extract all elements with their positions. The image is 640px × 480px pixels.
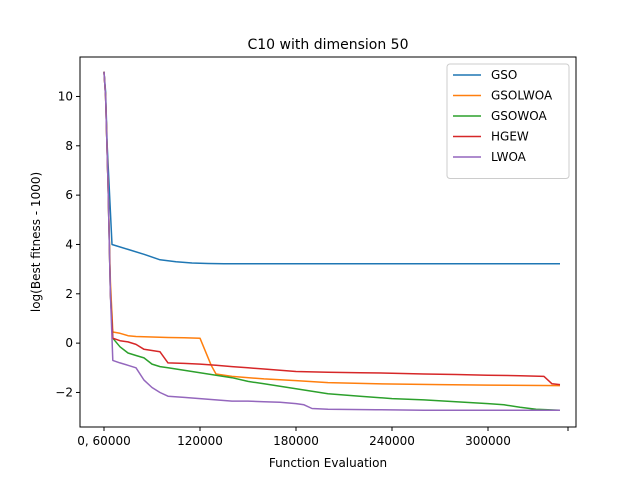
y-tick-label: −2: [55, 385, 73, 399]
y-tick-label: 0: [65, 336, 73, 350]
x-tick-label: 240000: [369, 434, 415, 448]
legend-label-gso: GSO: [491, 68, 517, 82]
plot-frame: [79, 56, 577, 428]
x-axis-label: Function Evaluation: [269, 456, 387, 470]
y-tick-label: 2: [65, 287, 73, 301]
chart-title: C10 with dimension 50: [248, 37, 409, 53]
x-axis-ticks: 0, 60000 120000 180000 240000 300000: [77, 427, 569, 448]
x-tick-label: 300000: [465, 434, 511, 448]
plot-lines: [103, 71, 561, 411]
y-tick-label: 6: [65, 188, 73, 202]
x-tick-label: 0, 60000: [77, 434, 130, 448]
y-tick-label: 4: [65, 237, 73, 251]
legend-label-gsolwoa: GSOLWOA: [491, 89, 553, 103]
legend-label-lwoa: LWOA: [491, 150, 527, 164]
series-line-gso: [103, 71, 560, 265]
y-tick-label: 10: [58, 89, 73, 103]
legend-label-gsowoa: GSOWOA: [491, 109, 547, 123]
x-tick-label: 180000: [273, 434, 319, 448]
legend-box: [446, 63, 570, 179]
legend-label-hgew: HGEW: [491, 130, 529, 144]
series-line-gsowoa: [103, 71, 561, 411]
y-tick-label: 8: [65, 139, 73, 153]
series-line-lwoa: [103, 71, 560, 411]
y-axis-ticks: −2 0 2 4 6 8 10: [55, 89, 80, 399]
series-line-hgew: [103, 71, 561, 386]
legend: GSO GSOLWOA GSOWOA HGEW LWOA: [446, 63, 570, 179]
y-axis-label: log(Best fitness - 1000): [29, 172, 43, 312]
x-tick-label: 120000: [177, 434, 223, 448]
